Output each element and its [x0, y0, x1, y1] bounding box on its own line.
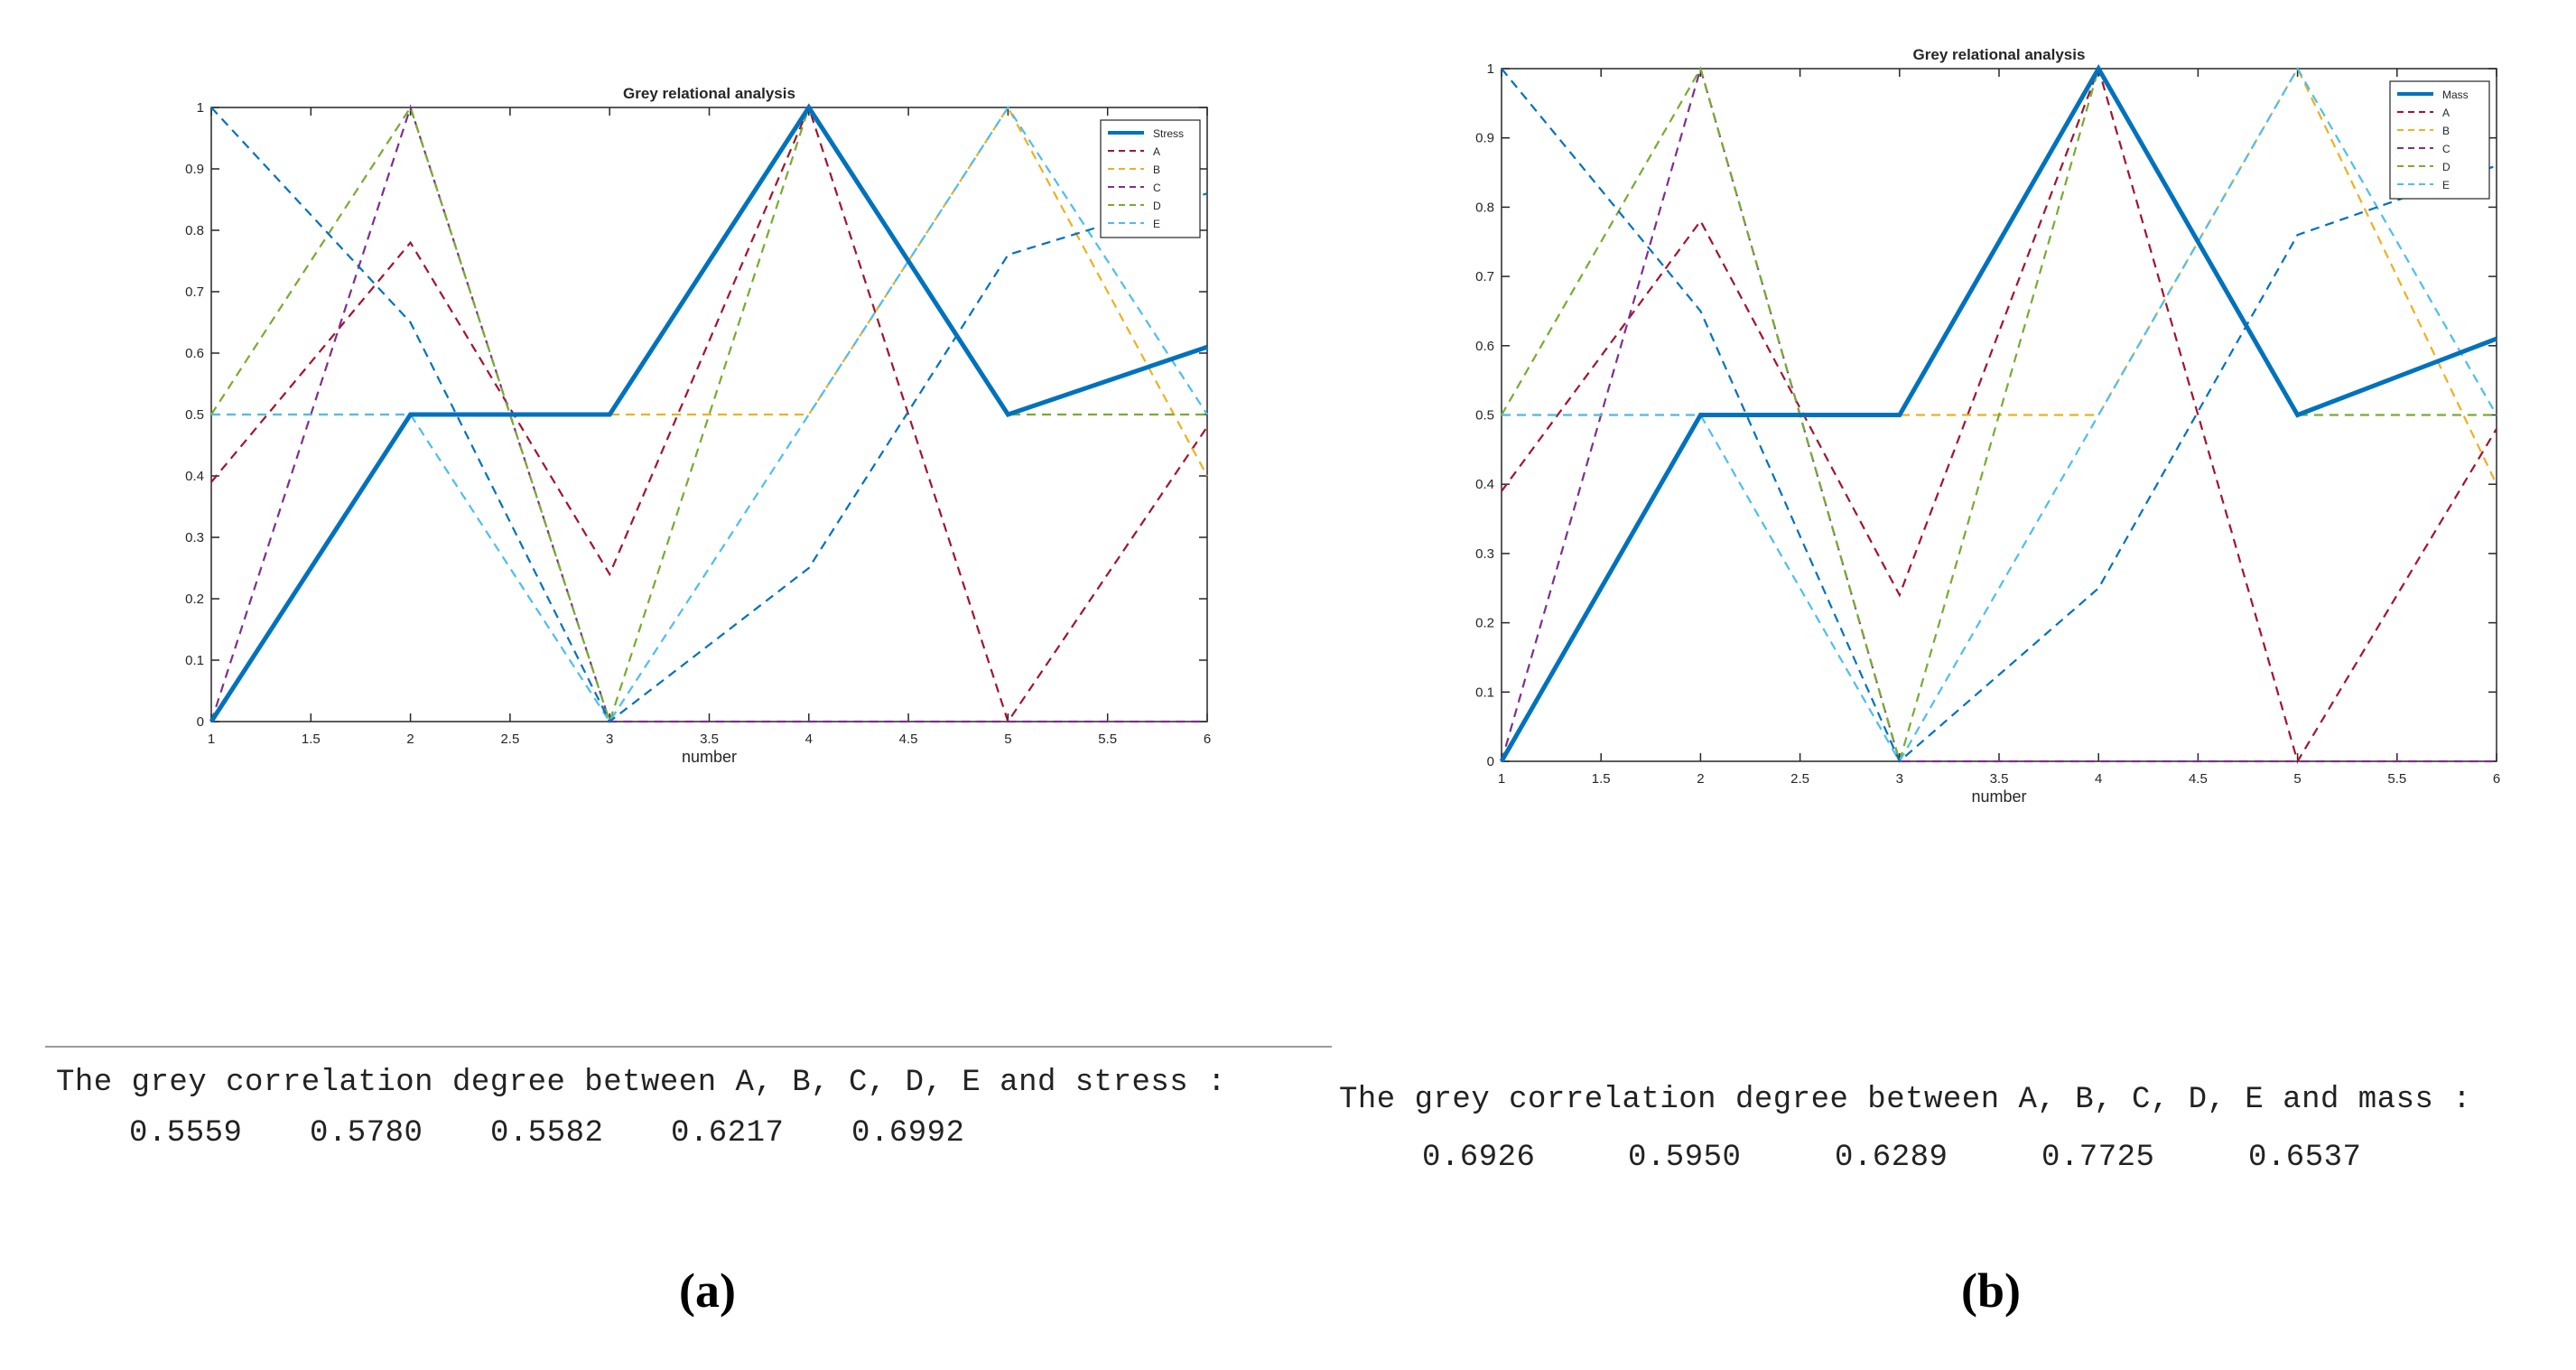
series-line-a [1501, 65, 2497, 764]
x-tick-label: 1.5 [302, 732, 321, 747]
console-line-mass: The grey correlation degree between A, B… [1339, 1083, 2472, 1117]
degree-value-c: 0.5582 [490, 1116, 604, 1151]
x-tick-label: 5.5 [1098, 732, 1117, 747]
console-divider [45, 1046, 1332, 1048]
degree-value-e: 0.6537 [2248, 1141, 2362, 1175]
y-tick-label: 0.8 [1475, 200, 1494, 215]
y-tick-label: 0.4 [1475, 477, 1494, 492]
y-tick-label: 0.8 [185, 223, 204, 238]
legend-label: Stress [1153, 127, 1184, 140]
x-tick-label: 2.5 [1790, 771, 1809, 787]
y-tick-label: 0.4 [185, 469, 204, 484]
x-tick-label: 2 [1697, 771, 1704, 787]
x-tick-label: 3 [606, 732, 613, 747]
x-tick-label: 5 [1004, 732, 1011, 747]
legend-label: Mass [2442, 89, 2469, 101]
legend-label: A [1153, 145, 1160, 158]
y-tick-label: 0 [1487, 754, 1494, 769]
x-tick-label: 2.5 [500, 732, 519, 747]
y-tick-label: 0.5 [1475, 408, 1494, 424]
legend-label: E [1153, 218, 1160, 230]
degree-value-d: 0.7725 [2041, 1141, 2155, 1175]
y-tick-label: 0.7 [185, 284, 204, 300]
series-line-reference [1501, 68, 2497, 763]
x-tick-label: 4 [805, 732, 813, 747]
degree-value-b: 0.5950 [1628, 1141, 1742, 1175]
x-axis-label: number [682, 748, 737, 766]
legend-box [2389, 80, 2490, 200]
y-tick-label: 0.5 [185, 407, 204, 423]
legend-label: A [2442, 107, 2450, 119]
series-line-d [1501, 66, 2497, 765]
console-line-stress: The grey correlation degree between A, B… [56, 1066, 1227, 1100]
x-tick-label: 3 [1896, 771, 1903, 787]
legend-label: D [2442, 161, 2450, 173]
degree-value-d: 0.6217 [671, 1116, 785, 1151]
y-tick-label: 0.6 [1475, 339, 1494, 354]
y-tick-label: 0.1 [1475, 685, 1494, 700]
series-line-reference [210, 107, 1208, 723]
x-tick-label: 1.5 [1592, 771, 1611, 787]
series-line-b [1502, 66, 2497, 485]
chart-title: Grey relational analysis [1913, 46, 2086, 63]
x-tick-label: 4.5 [2189, 771, 2208, 787]
series-line-b [211, 105, 1208, 477]
legend-box [1100, 119, 1201, 238]
y-tick-label: 1 [197, 100, 204, 116]
degree-value-b: 0.5780 [310, 1116, 423, 1151]
y-tick-label: 0.3 [185, 530, 204, 545]
y-tick-label: 1 [1487, 61, 1494, 77]
series-line-e [1502, 66, 2497, 764]
x-tick-label: 5.5 [2387, 771, 2406, 787]
series-line-e [211, 105, 1208, 724]
legend-label: C [1153, 182, 1161, 194]
x-tick-label: 3.5 [700, 732, 719, 747]
panel-label-a: (a) [679, 1263, 736, 1318]
y-tick-label: 0.3 [1475, 546, 1494, 562]
degree-value-a: 0.6926 [1422, 1141, 1536, 1175]
chart-title: Grey relational analysis [623, 85, 795, 102]
x-tick-label: 1 [1498, 771, 1505, 787]
x-tick-label: 6 [2493, 771, 2500, 787]
series-line-mass [1499, 63, 2497, 763]
x-axis-label: number [1971, 788, 2026, 806]
y-tick-label: 0.9 [1475, 131, 1494, 146]
legend-label: D [1153, 200, 1161, 212]
series-line-a [210, 104, 1208, 724]
legend-label: C [2442, 143, 2450, 155]
degree-value-c: 0.6289 [1835, 1141, 1948, 1175]
degree-value-e: 0.6992 [851, 1116, 965, 1151]
x-tick-label: 3.5 [1990, 771, 2009, 787]
series-line-c [1500, 65, 2497, 763]
y-tick-label: 0.2 [1475, 616, 1494, 631]
y-tick-label: 0 [197, 714, 204, 730]
y-tick-label: 0.9 [185, 162, 204, 177]
x-tick-label: 4.5 [899, 732, 918, 747]
legend-label: B [1153, 163, 1160, 176]
series-line-c [209, 104, 1207, 723]
panel-label-b: (b) [1961, 1263, 2021, 1318]
x-tick-label: 4 [2095, 771, 2102, 787]
x-tick-label: 5 [2293, 771, 2301, 787]
series-line-stress [209, 103, 1208, 723]
x-tick-label: 1 [208, 732, 215, 747]
y-tick-label: 0.7 [1475, 269, 1494, 284]
legend-label: E [2442, 179, 2450, 191]
x-tick-label: 6 [1204, 732, 1211, 747]
x-tick-label: 2 [406, 732, 414, 747]
y-tick-label: 0.6 [185, 346, 204, 361]
degree-value-a: 0.5559 [129, 1116, 243, 1151]
y-tick-label: 0.1 [185, 653, 204, 668]
legend-label: B [2442, 125, 2450, 137]
y-tick-label: 0.2 [185, 592, 204, 607]
